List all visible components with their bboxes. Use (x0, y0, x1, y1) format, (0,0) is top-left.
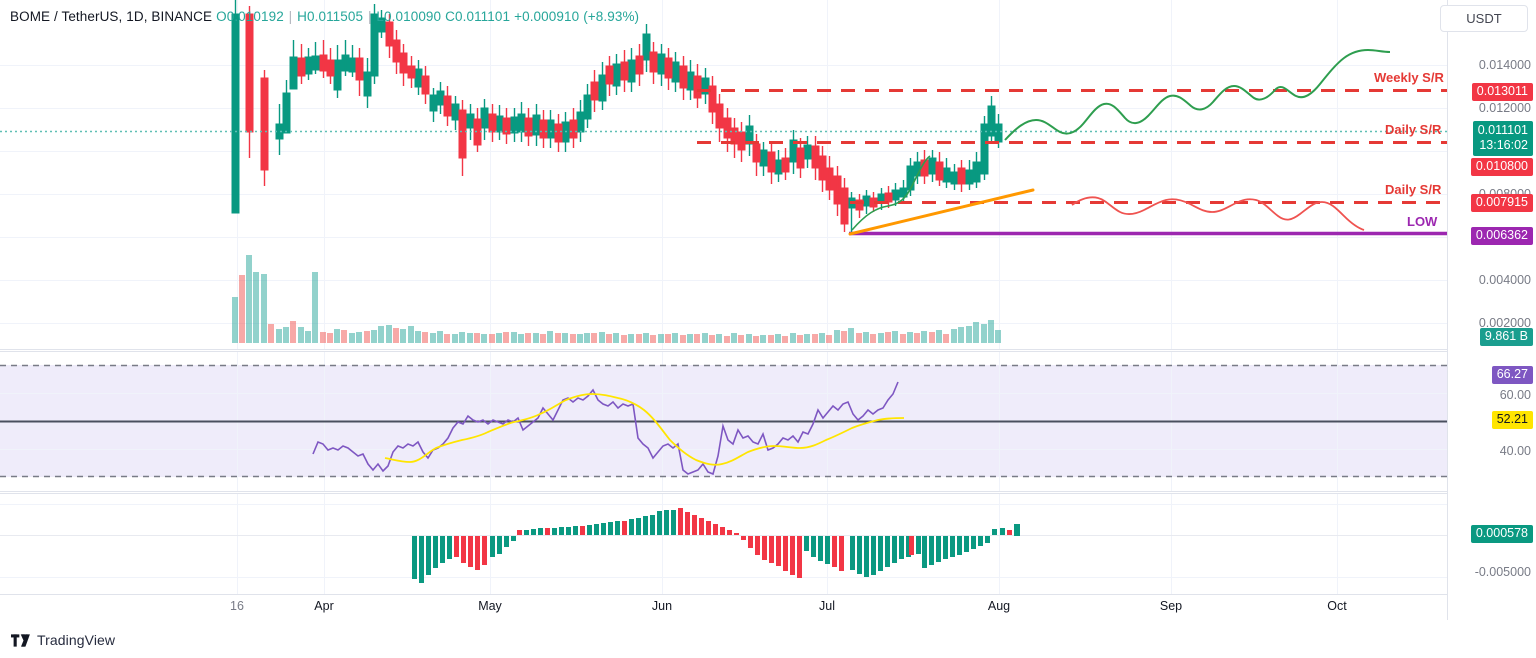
open-label: O (216, 9, 227, 24)
low-value: 0.010090 (384, 9, 442, 24)
rsi-value-tag[interactable]: 66.27 (1491, 366, 1533, 384)
low-label: L (376, 9, 385, 24)
price-tick: 0.004000 (1478, 273, 1531, 287)
bearish-projection-path (1071, 196, 1365, 231)
rsi-ma-value-tag[interactable]: 52.21 (1491, 411, 1533, 429)
macd-histogram (412, 508, 1012, 583)
low-label: LOW (1407, 214, 1438, 229)
time-tick: Sep (1159, 599, 1183, 613)
rsi-tick: 60.00 (1499, 388, 1531, 402)
currency-selector-label: USDT (1466, 11, 1502, 26)
time-axis-border (0, 594, 1447, 595)
time-tick: Jul (819, 599, 835, 613)
close-value: 0.011101 (455, 9, 511, 24)
daily-sr2-price-tag[interactable]: 0.007915 (1470, 194, 1533, 212)
rsi-tick: 40.00 (1499, 444, 1531, 458)
candlestick-series (231, 0, 1003, 235)
tradingview-logo-icon (11, 633, 31, 647)
price-tick: 0.014000 (1478, 58, 1531, 72)
time-tick: May (478, 599, 502, 613)
low-price-tag[interactable]: 0.006362 (1470, 227, 1533, 245)
time-tick: Oct (1327, 599, 1347, 613)
high-label: H (297, 9, 307, 24)
price-tick: 0.002000 (1478, 316, 1531, 330)
time-tick: 16 (230, 599, 244, 613)
currency-selector[interactable]: USDT (1440, 5, 1528, 32)
last-price-tag[interactable]: 0.011101 13:16:02 (1472, 121, 1533, 156)
price-chart-svg (0, 0, 1447, 349)
change-percent: (+8.93%) (583, 9, 640, 24)
tradingview-brand-label: TradingView (37, 632, 116, 648)
bar-countdown: 13:16:02 (1479, 138, 1528, 152)
rsi-ma-line (384, 393, 905, 466)
symbol-title[interactable]: BOME / TetherUS, 1D, BINANCE (10, 9, 213, 24)
time-tick: Jun (651, 599, 673, 613)
rsi-line (312, 381, 899, 476)
time-axis[interactable]: 16 Apr May Jun Jul Aug Sep Oct (0, 595, 1447, 621)
time-tick: Aug (987, 599, 1011, 613)
daily-sr-price-tag[interactable]: 0.010800 (1470, 158, 1533, 176)
macd-chart-svg (0, 494, 1447, 594)
time-tick: Apr (314, 599, 334, 613)
weekly-sr-label: Weekly S/R (1374, 70, 1444, 85)
macd-pane[interactable] (0, 494, 1447, 594)
macd-last-bar (1014, 524, 1020, 536)
weekly-sr-price-tag[interactable]: 0.013011 (1471, 83, 1533, 101)
daily-sr-label: Daily S/R (1385, 122, 1442, 137)
volume-histogram (232, 255, 1001, 343)
change-value: +0.000910 (514, 9, 580, 24)
price-axis-border (1447, 0, 1448, 620)
price-pane[interactable]: Weekly S/R Daily S/R Daily S/R LOW (0, 0, 1447, 349)
ascending-trendline (848, 188, 1035, 236)
tradingview-footer[interactable]: TradingView (11, 630, 115, 650)
volume-tag[interactable]: 9.861 B (1479, 328, 1533, 346)
pane-separator-price-rsi-2 (0, 351, 1447, 352)
close-label: C (445, 9, 455, 24)
macd-tick: -0.005000 (1474, 565, 1531, 579)
bullish-projection-path (1004, 48, 1391, 141)
price-tick: 0.012000 (1478, 101, 1531, 115)
high-value: 0.011505 (307, 9, 364, 24)
price-axis[interactable]: 0.014000 0.012000 0.010000 0.008000 0.00… (1447, 0, 1536, 620)
pane-separator-rsi-macd-2 (0, 493, 1447, 494)
rsi-chart-svg (0, 352, 1447, 491)
pane-separator-rsi-macd[interactable] (0, 491, 1447, 492)
last-price-value: 0.011101 (1477, 123, 1528, 137)
pane-separator-price-rsi[interactable] (0, 349, 1447, 350)
macd-hist-tag[interactable]: 0.000578 (1470, 525, 1533, 543)
open-value: 0.010192 (226, 9, 284, 24)
chart-legend: BOME / TetherUS, 1D, BINANCE O0.010192 | … (10, 9, 640, 24)
daily-sr-2-label: Daily S/R (1385, 182, 1442, 197)
rsi-pane[interactable] (0, 352, 1447, 491)
accumulation-curve (851, 155, 931, 231)
price-grid (0, 0, 1447, 349)
